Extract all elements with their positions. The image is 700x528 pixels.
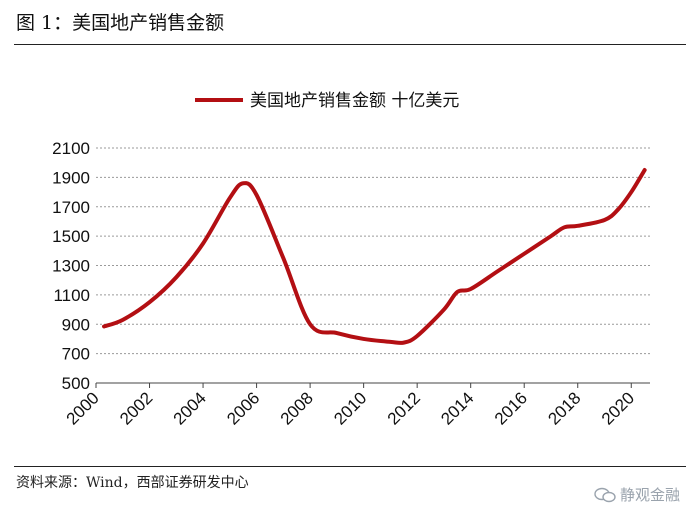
y-tick-label: 1700 [52,198,90,217]
y-tick-label: 1100 [53,286,90,305]
y-tick-label: 1900 [52,168,90,187]
watermark-text: 静观金融 [619,486,680,504]
y-tick-label: 2100 [52,139,90,158]
top-rule [14,44,686,45]
x-tick-label: 2004 [170,388,210,428]
y-axis-ticks: 500 700 900 1100 1300 1500 1700 1900 2100 [52,139,90,393]
bottom-rule [14,466,686,467]
legend-label: 美国地产销售金额 十亿美元 [250,91,459,111]
y-tick-label: 700 [62,345,90,364]
watermark: 静观金融 [594,484,680,505]
x-axis: 2000 2002 2004 2006 2008 2010 2012 2014 2016 2018… [63,382,650,429]
x-tick-label: 2010 [330,388,370,428]
figure-title: 图 1：美国地产销售金额 [16,12,225,34]
y-tick-label: 500 [62,374,90,393]
series-layer [102,168,647,345]
grid-lines [96,147,650,355]
wechat-icon [594,487,616,502]
x-tick-label: 2012 [384,388,424,428]
x-tick-label: 2014 [437,388,477,428]
x-tick-label: 2006 [223,388,263,428]
legend: 美国地产销售金额 十亿美元 [195,91,459,111]
y-tick-label: 1500 [52,227,90,246]
x-tick-label: 2016 [491,388,531,428]
source-note: 资料来源：Wind，西部证券研发中心 [16,475,249,491]
x-tick-label: 2002 [116,388,156,428]
series-line [102,168,647,345]
x-tick-label: 2020 [598,388,638,428]
x-tick-label: 2018 [544,388,584,428]
x-tick-label: 2000 [63,388,103,428]
x-tick-label: 2008 [277,388,317,428]
y-tick-label: 1300 [52,257,90,276]
y-tick-label: 900 [62,315,90,334]
